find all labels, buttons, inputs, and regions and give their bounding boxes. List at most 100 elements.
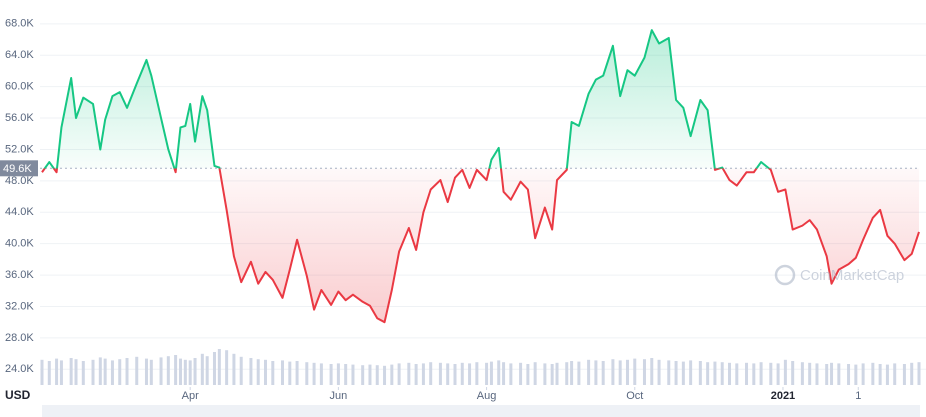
volume-bar (681, 361, 685, 385)
x-tick-label: Jun (330, 390, 348, 402)
volume-bar (200, 353, 204, 385)
volume-bar (555, 362, 559, 385)
volume-bar (40, 359, 44, 385)
volume-bar (407, 362, 411, 385)
volume-bar (166, 356, 170, 385)
y-tick-label: 52.0K (5, 143, 34, 155)
volume-bar (533, 362, 537, 385)
volume-bar (713, 361, 717, 385)
volume-bar (485, 362, 489, 385)
x-tick-label: 1 (855, 390, 861, 402)
volume-bar (205, 356, 209, 385)
volume-bar (256, 359, 260, 385)
y-tick-label: 56.0K (5, 112, 34, 124)
volume-bar (159, 357, 163, 385)
volume-bar (509, 363, 513, 385)
volume-bar (81, 361, 85, 385)
volume-bar (446, 363, 450, 385)
x-tick-label: Oct (626, 390, 643, 402)
volume-bar (752, 363, 756, 385)
volume-bar (800, 362, 804, 385)
volume-bar (118, 359, 122, 385)
x-tick-label: Apr (182, 390, 199, 402)
baseline-label: 49.6K (3, 163, 32, 175)
volume-bar (91, 359, 95, 385)
volume-bar (526, 364, 530, 385)
volume-bar (178, 358, 182, 385)
x-tick-label: Aug (477, 390, 497, 402)
volume-bar (570, 361, 574, 385)
volume-bar (329, 364, 333, 385)
volume-bar (217, 349, 221, 385)
volume-bar (183, 359, 187, 385)
volume-bar (674, 361, 678, 385)
volume-bar (319, 363, 323, 385)
volume-bar (745, 362, 749, 385)
volume-bar (125, 358, 129, 385)
volume-bar (468, 363, 472, 385)
y-tick-label: 36.0K (5, 269, 34, 281)
volume-bar (808, 362, 812, 385)
volume-bar (69, 358, 73, 385)
volume-bar (264, 359, 268, 385)
volume-bar (414, 364, 418, 385)
volume-bar (565, 362, 569, 385)
volume-bar (871, 362, 875, 385)
currency-label: USD (5, 388, 31, 402)
volume-bar (594, 360, 598, 385)
volume-bar (625, 359, 629, 385)
volume-bar (288, 361, 292, 385)
volume-bar (650, 358, 654, 385)
volume-bar (706, 362, 710, 385)
volume-bar (577, 361, 581, 385)
volume-bar (188, 360, 192, 385)
volume-bars (40, 349, 921, 385)
volume-bar (351, 364, 355, 385)
volume-bar (375, 365, 379, 385)
volume-bar (698, 361, 702, 385)
volume-bar (312, 362, 316, 385)
volume-bar (878, 364, 882, 385)
volume-bar (854, 364, 858, 385)
y-tick-label: 24.0K (5, 363, 34, 375)
volume-bar (135, 356, 139, 385)
area (42, 30, 919, 323)
volume-bar (271, 361, 275, 385)
volume-bar (336, 363, 340, 385)
volume-bar (893, 363, 897, 385)
y-tick-label: 48.0K (5, 175, 34, 187)
volume-bar (642, 359, 646, 385)
volume-bar (281, 360, 285, 385)
volume-bar (776, 363, 780, 385)
range-slider[interactable] (42, 405, 920, 417)
volume-bar (475, 362, 479, 385)
y-tick-label: 28.0K (5, 332, 34, 344)
y-tick-label: 64.0K (5, 49, 34, 61)
volume-bar (193, 358, 197, 385)
volume-bar (910, 362, 914, 385)
volume-bar (791, 361, 795, 385)
price-line (41, 29, 920, 324)
volume-bar (657, 359, 661, 385)
volume-bar (239, 356, 243, 385)
volume-bar (361, 365, 365, 385)
volume-bar (295, 361, 299, 385)
volume-bar (429, 362, 433, 385)
volume-bar (421, 363, 425, 385)
volume-bar (383, 365, 387, 385)
volume-bar (825, 364, 829, 385)
volume-bar (390, 364, 394, 385)
volume-bar (438, 362, 442, 385)
watermark-text: CoinMarketCap (800, 267, 904, 284)
volume-bar (305, 362, 309, 385)
watermark: CoinMarketCap (774, 264, 904, 286)
volume-bar (249, 358, 253, 385)
volume-bar (830, 362, 834, 385)
volume-bar (453, 364, 457, 385)
volume-bar (174, 355, 178, 385)
volume-bar (769, 362, 773, 385)
volume-bar (59, 360, 63, 385)
volume-bar (847, 364, 851, 385)
baseline-label-box (0, 160, 38, 177)
